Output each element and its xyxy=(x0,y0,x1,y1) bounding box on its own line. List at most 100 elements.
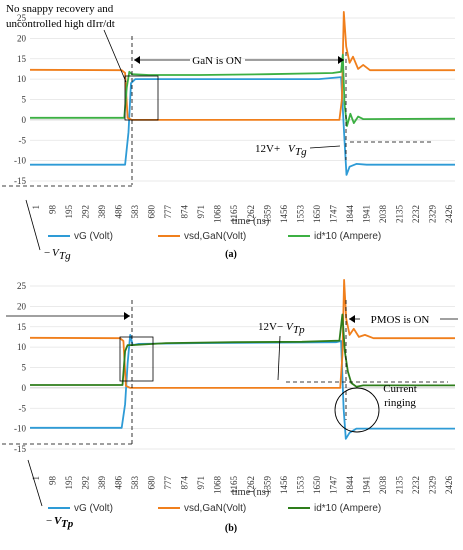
x-tick-label: 1650 xyxy=(312,476,322,495)
arrowhead xyxy=(134,56,140,64)
x-tick-label: 1650 xyxy=(312,205,322,224)
annotation-text: Current xyxy=(383,383,417,395)
x-tick-label: 292 xyxy=(81,205,91,219)
x-tick-label: 1068 xyxy=(213,476,223,495)
panel-caption: (a) xyxy=(225,249,237,260)
annotation-text: 12V+ xyxy=(255,143,280,155)
x-tick-label: 2038 xyxy=(378,205,388,224)
annotation-text: 12V− xyxy=(258,321,283,333)
y-tick-label: -5 xyxy=(19,403,27,413)
x-tick-label: 2329 xyxy=(427,476,437,495)
y-tick-label: 25 xyxy=(17,281,27,291)
y-tick-label: 15 xyxy=(17,54,27,64)
x-tick-label: 874 xyxy=(180,476,190,490)
x-tick-label: 98 xyxy=(48,205,58,215)
y-tick-label: 20 xyxy=(17,33,27,43)
legend-entry: id*10 (Ampere) xyxy=(314,231,381,242)
annotation-text: ringing xyxy=(384,397,416,409)
legend-entry: vG (Volt) xyxy=(74,503,113,514)
x-tick-label: 195 xyxy=(64,476,74,490)
x-tick-label: 1553 xyxy=(295,476,305,495)
x-tick-label: 1553 xyxy=(295,205,305,224)
x-tick-label: 874 xyxy=(180,205,190,219)
x-tick-label: 2232 xyxy=(411,476,421,494)
x-tick-label: 2426 xyxy=(444,476,454,495)
legend-entry: vsd,GaN(Volt) xyxy=(184,231,246,242)
annotation-arrow xyxy=(27,459,43,507)
y-tick-label: 25 xyxy=(17,13,27,23)
y-tick-label: 0 xyxy=(22,383,27,393)
y-tick-label: 5 xyxy=(22,363,27,373)
x-tick-label: 583 xyxy=(130,476,140,490)
annotation-subscript: Tg xyxy=(295,146,307,158)
x-tick-label: 98 xyxy=(48,476,58,486)
y-tick-label: -10 xyxy=(14,156,26,166)
arrowhead xyxy=(349,315,355,323)
x-tick-label: 1262 xyxy=(246,205,256,223)
x-tick-label: 680 xyxy=(147,205,157,219)
x-tick-label: 1941 xyxy=(361,205,371,223)
series-line xyxy=(30,76,455,176)
x-tick-label: 680 xyxy=(147,476,157,490)
annotation-symbol: V xyxy=(288,143,296,155)
legend-entry: vG (Volt) xyxy=(74,231,113,242)
x-tick-label: 486 xyxy=(114,205,124,219)
arrowhead xyxy=(338,56,344,64)
y-tick-label: 20 xyxy=(17,301,27,311)
legend-entry: vsd,GaN(Volt) xyxy=(184,503,246,514)
annotation-text: GaN is ON xyxy=(192,55,242,67)
x-tick-label: 486 xyxy=(114,476,124,490)
x-tick-label: 777 xyxy=(163,205,173,219)
x-tick-label: 1456 xyxy=(279,476,289,495)
annotation-subscript: Tp xyxy=(293,324,305,336)
x-tick-label: 1747 xyxy=(328,476,338,495)
x-tick-label: 292 xyxy=(81,476,91,490)
x-tick-label: 389 xyxy=(97,205,107,219)
highlight-circle xyxy=(334,387,380,433)
annotation-text: − xyxy=(44,247,50,259)
x-axis-label: time (ns) xyxy=(232,487,270,498)
x-axis-label: time (ns) xyxy=(232,216,270,227)
annotation-symbol: V xyxy=(52,247,60,259)
x-tick-label: 1 xyxy=(31,476,41,481)
x-tick-label: 1165 xyxy=(229,476,239,494)
x-tick-label: 1844 xyxy=(345,205,355,224)
legend-entry: id*10 (Ampere) xyxy=(314,503,381,514)
x-tick-label: 583 xyxy=(130,205,140,219)
x-tick-label: 1 xyxy=(31,205,41,210)
y-tick-label: -5 xyxy=(19,135,27,145)
annotation-text: − xyxy=(46,515,52,527)
x-tick-label: 389 xyxy=(97,476,107,490)
x-tick-label: 1359 xyxy=(262,205,272,224)
y-tick-label: 5 xyxy=(22,95,27,105)
y-tick-label: -15 xyxy=(14,176,26,186)
x-tick-label: 971 xyxy=(196,205,206,219)
x-tick-label: 2232 xyxy=(411,205,421,223)
x-tick-label: 2135 xyxy=(394,476,404,495)
x-tick-label: 195 xyxy=(64,205,74,219)
x-tick-label: 2329 xyxy=(427,205,437,224)
x-tick-label: 1262 xyxy=(246,476,256,494)
highlight-box xyxy=(124,75,159,121)
y-tick-label: 10 xyxy=(17,74,27,84)
annotation-arrow xyxy=(25,199,41,251)
series-line xyxy=(30,53,456,127)
x-tick-label: 1359 xyxy=(262,476,272,495)
highlight-box xyxy=(119,336,154,382)
x-tick-label: 1068 xyxy=(213,205,223,224)
annotation-symbol: V xyxy=(54,515,63,527)
x-tick-label: 2426 xyxy=(444,205,454,224)
x-tick-label: 777 xyxy=(163,476,173,490)
x-tick-label: 1941 xyxy=(361,476,371,494)
x-tick-label: 1747 xyxy=(328,205,338,224)
annotation-symbol: V xyxy=(286,321,294,333)
y-tick-label: -10 xyxy=(14,424,26,434)
x-tick-label: 1165 xyxy=(229,205,239,223)
panel-caption: (b) xyxy=(225,523,237,534)
annotation-subscript: Tp xyxy=(61,518,74,530)
x-tick-label: 2038 xyxy=(378,476,388,495)
x-tick-label: 971 xyxy=(196,476,206,490)
series-line xyxy=(29,279,455,389)
annotation-text: PMOS is ON xyxy=(371,314,430,326)
